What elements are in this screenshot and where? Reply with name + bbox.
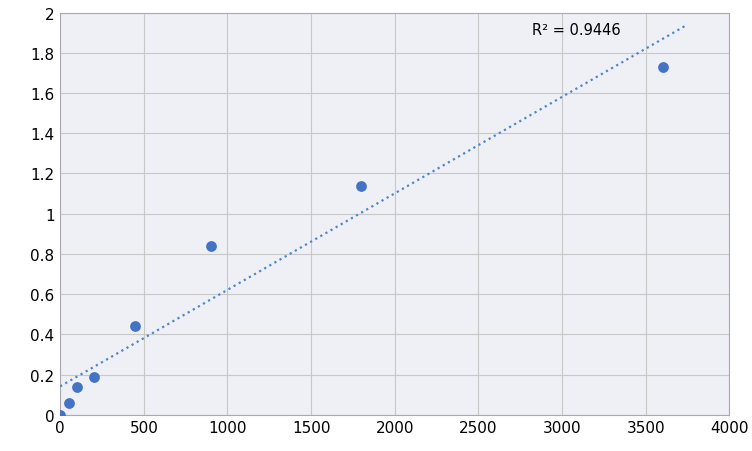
Point — [656, 64, 669, 71]
Point — [355, 183, 367, 190]
Point — [205, 243, 217, 250]
Point — [62, 399, 74, 406]
Point — [129, 323, 141, 330]
Point — [54, 411, 66, 419]
Point — [87, 373, 99, 380]
Point — [71, 383, 83, 391]
Text: R² = 0.9446: R² = 0.9446 — [532, 23, 620, 37]
